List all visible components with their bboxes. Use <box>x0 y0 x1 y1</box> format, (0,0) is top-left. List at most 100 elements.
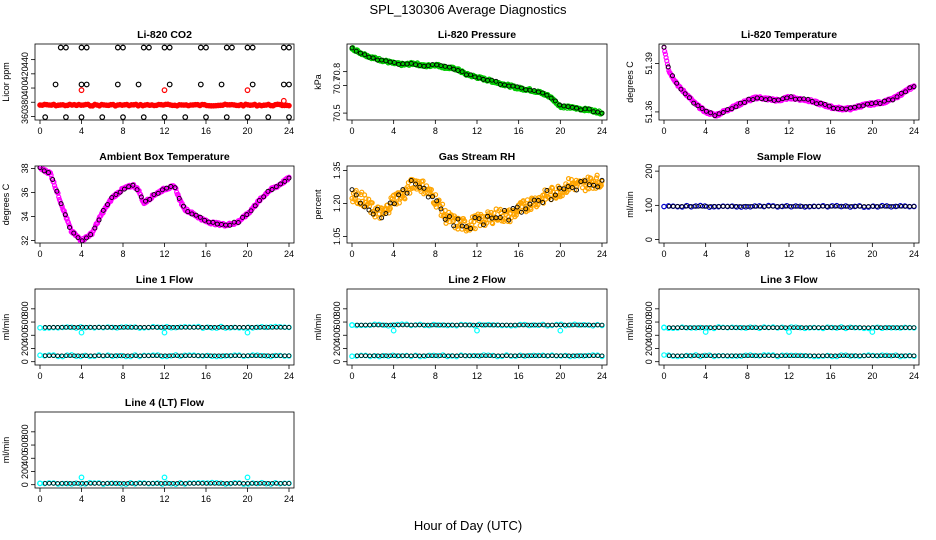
y-tick-label: 0 <box>644 237 654 242</box>
x-tick-label: 20 <box>242 494 252 504</box>
data-point-overlay <box>720 353 726 359</box>
data-point <box>513 212 519 218</box>
data-point-overlay <box>353 192 359 198</box>
chart-line2: Line 2 Flow ml/min 0 4 8 12 16 20 24 0 20040060080… <box>313 274 608 381</box>
data-point-overlay <box>109 195 115 201</box>
data-point-overlay <box>552 192 558 198</box>
plot-area <box>349 45 605 117</box>
data-point <box>390 327 397 334</box>
x-axis-label: Hour of Day (UTC) <box>413 518 523 533</box>
data-point <box>524 197 531 203</box>
y-tick-label: 800 <box>20 424 30 439</box>
x-tick-label: 4 <box>703 126 708 136</box>
data-point-overlay <box>191 481 197 486</box>
y-axis-label: ml/min <box>625 191 635 218</box>
data-point-overlay <box>408 60 414 66</box>
data-point-overlay <box>425 63 431 69</box>
data-point <box>161 474 168 481</box>
data-point-overlay <box>822 101 828 107</box>
y-axis-label: Licor ppm <box>1 62 11 102</box>
data-point-overlay <box>353 48 359 54</box>
data-point-overlay <box>881 98 887 104</box>
y-tick-label: 0 <box>20 359 30 364</box>
data-point-overlay <box>540 200 546 205</box>
data-point-overlay <box>720 204 726 209</box>
data-point-overlay <box>413 181 419 187</box>
data-point-overlay <box>447 214 452 219</box>
y-axis-label: percent <box>313 189 323 220</box>
data-point-overlay <box>665 64 671 70</box>
y-tick-label: 0 <box>332 359 342 364</box>
data-point-overlay <box>349 45 355 51</box>
y-tick-label: 420 <box>20 66 30 81</box>
y-tick-label: 400 <box>20 328 30 343</box>
data-point <box>359 189 365 195</box>
data-point-overlay <box>189 211 195 217</box>
data-point <box>229 44 235 51</box>
data-point-overlay <box>257 198 262 203</box>
data-point-overlay <box>463 224 469 230</box>
data-point <box>203 114 209 120</box>
data-point <box>286 81 292 88</box>
data-point-overlay <box>286 353 292 359</box>
x-tick-label: 12 <box>472 249 482 259</box>
data-point-overlay <box>485 213 491 219</box>
series-ambient-outliers <box>78 87 287 104</box>
data-point <box>593 175 600 181</box>
data-point-overlay <box>766 325 772 330</box>
data-point-overlay <box>898 90 904 96</box>
x-tick-label: 4 <box>79 494 84 504</box>
data-point <box>286 102 292 109</box>
data-point-overlay <box>548 197 554 202</box>
series-line-4-outliers <box>37 474 251 487</box>
series-line-2-low <box>349 352 605 360</box>
data-point-overlay <box>88 232 94 238</box>
chart-title: Sample Flow <box>757 151 822 163</box>
data-point <box>244 474 251 481</box>
data-point-overlay <box>421 185 427 191</box>
data-point-overlay <box>459 69 465 75</box>
y-tick-label: 400 <box>332 328 342 343</box>
data-point-overlay <box>442 216 448 222</box>
data-point <box>407 190 413 196</box>
y-tick-label: 51.39 <box>644 52 654 75</box>
y-tick-label: 600 <box>20 438 30 453</box>
series-line-3-low <box>661 352 917 360</box>
x-tick-label: 8 <box>120 371 125 381</box>
series-line-3-outliers <box>661 324 876 335</box>
data-point-overlay <box>362 204 368 210</box>
x-tick-label: 12 <box>159 126 169 136</box>
data-point <box>244 114 251 120</box>
x-tick-label: 16 <box>514 371 524 381</box>
data-point-overlay <box>146 325 151 330</box>
data-point-overlay <box>805 96 811 102</box>
y-axis-label: kPa <box>313 74 323 90</box>
x-tick-label: 12 <box>159 494 169 504</box>
data-point-overlay <box>379 215 385 221</box>
data-point-overlay <box>105 202 110 207</box>
data-point-overlay <box>244 212 250 218</box>
series-line-1-high <box>37 323 292 331</box>
data-point-overlay <box>286 325 292 330</box>
data-point <box>869 329 876 335</box>
data-point-overlay <box>678 86 684 92</box>
data-point <box>280 97 287 104</box>
data-point-overlay <box>903 89 908 95</box>
data-point-overlay <box>202 217 208 223</box>
data-point <box>535 202 541 208</box>
x-tick-label: 0 <box>37 494 42 504</box>
series-cycle-high <box>57 44 292 51</box>
x-tick-label: 24 <box>597 126 607 136</box>
x-tick-label: 0 <box>661 126 666 136</box>
data-point <box>579 185 586 191</box>
data-point-overlay <box>561 186 567 192</box>
data-point-overlay <box>349 187 355 193</box>
y-tick-label: 380 <box>20 95 30 110</box>
data-point <box>114 44 121 51</box>
data-point-overlay <box>493 78 499 84</box>
data-point-overlay <box>100 207 106 213</box>
data-point-overlay <box>476 75 482 81</box>
data-point <box>386 210 392 216</box>
x-tick-label: 0 <box>37 371 42 381</box>
